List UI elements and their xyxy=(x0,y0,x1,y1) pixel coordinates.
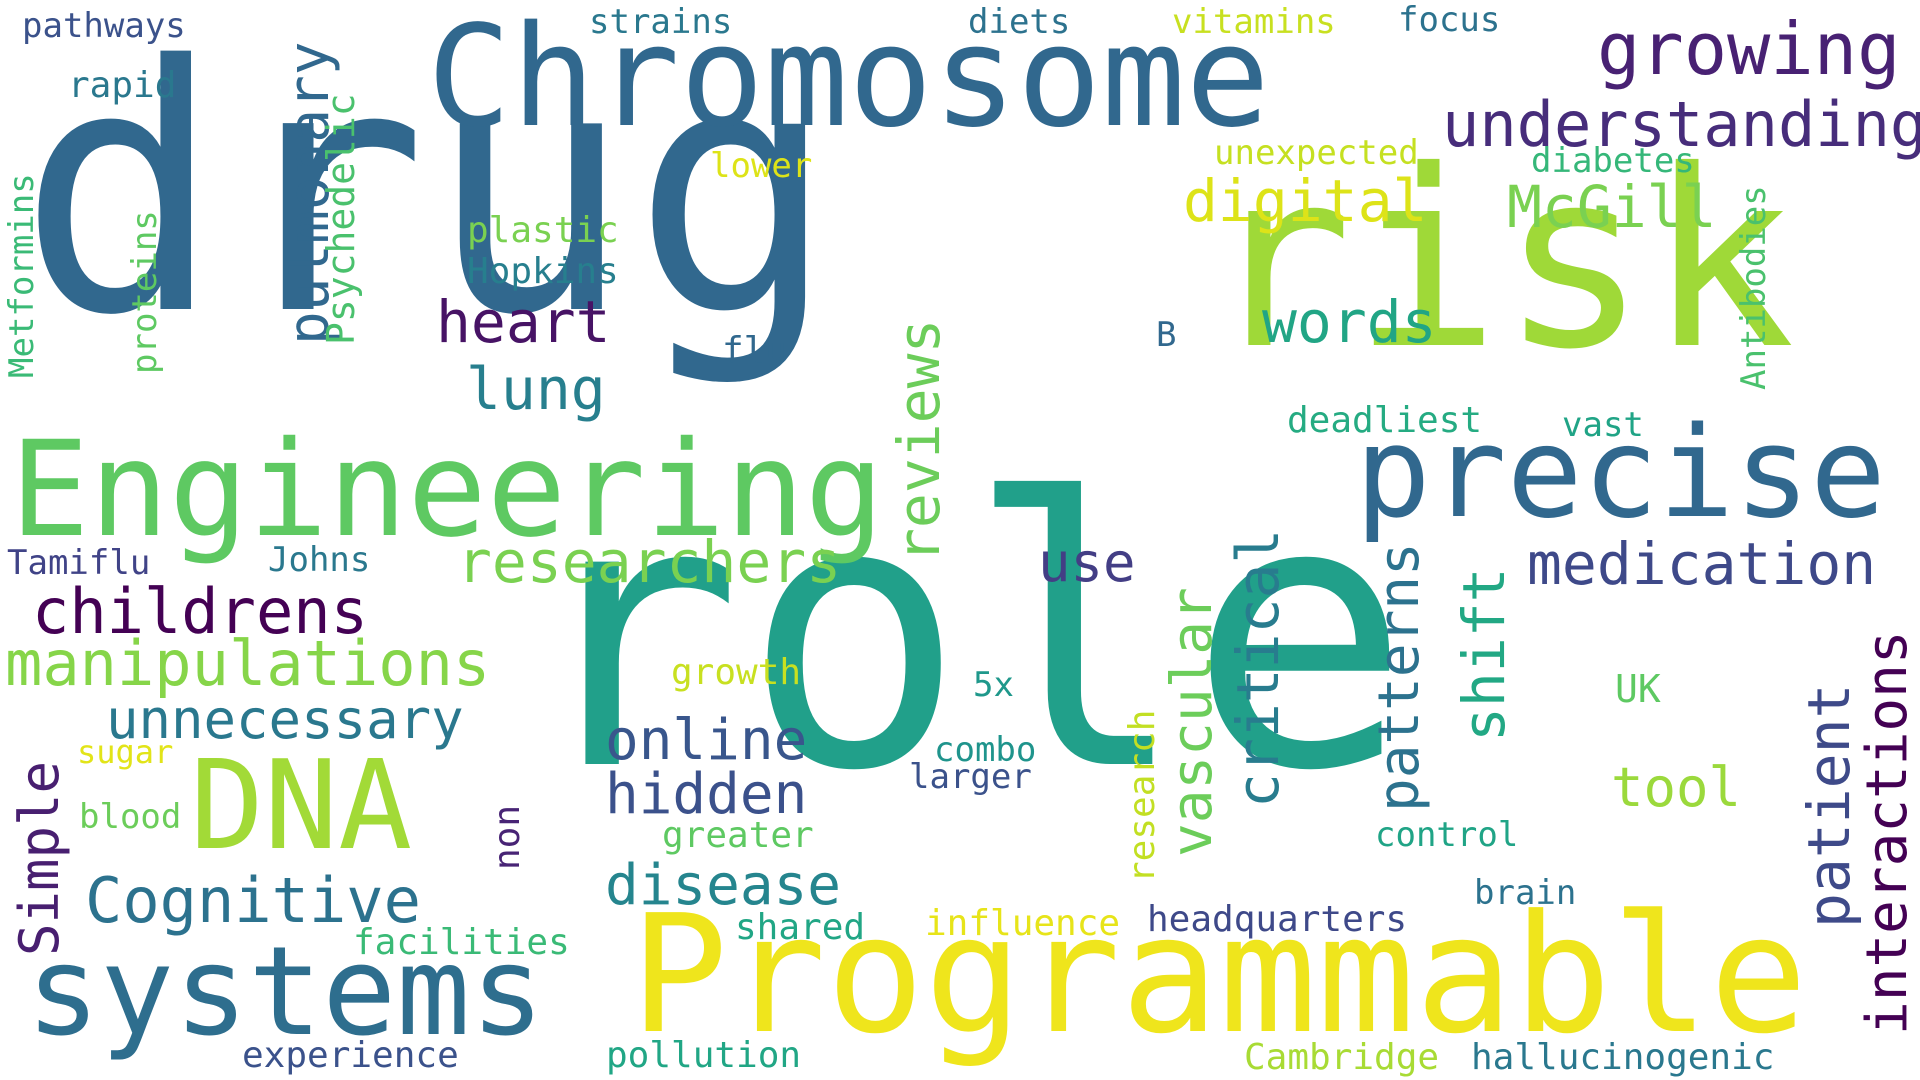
word-b: B xyxy=(1156,315,1177,355)
word-tamiflu: Tamiflu xyxy=(7,543,151,583)
word-digital: digital xyxy=(1183,167,1428,235)
word-diabetes: diabetes xyxy=(1531,141,1695,181)
word-medication: medication xyxy=(1527,530,1877,598)
word-blood: blood xyxy=(79,797,182,837)
word-deadliest: deadliest xyxy=(1287,400,1483,441)
word-critical: critical xyxy=(1224,528,1292,808)
word-facilities: facilities xyxy=(353,922,570,963)
word-interactions: interactions xyxy=(1855,630,1920,1035)
word-diets: diets xyxy=(968,2,1071,42)
word-risk: risk xyxy=(1205,118,1796,403)
word-programmable: Programmable xyxy=(630,881,1808,1070)
word-systems: systems xyxy=(26,921,545,1064)
word-patient: patient xyxy=(1795,683,1863,928)
word-understanding: understanding xyxy=(1442,88,1920,161)
word-hopkins: Hopkins xyxy=(467,251,619,292)
word-vitamins: vitamins xyxy=(1172,2,1336,42)
word-vascular: vascular xyxy=(1160,587,1225,857)
word-childrens: childrens xyxy=(32,575,368,648)
word-rapid: rapid xyxy=(68,65,177,106)
word-5x: 5x xyxy=(973,665,1014,705)
word-words: words xyxy=(1262,288,1437,356)
word-mcgill: McGill xyxy=(1507,173,1717,241)
word-heart: heart xyxy=(436,288,611,356)
word-experience: experience xyxy=(242,1035,459,1076)
word-engineering: Engineering xyxy=(10,413,885,567)
word-antibodies: Antibodies xyxy=(1734,185,1774,390)
word-unnecessary: unnecessary xyxy=(106,688,464,751)
word-shift: shift xyxy=(1450,567,1518,742)
word-tool: tool xyxy=(1611,756,1742,819)
word-metformins: Metformins xyxy=(2,173,42,378)
word-shared: shared xyxy=(735,907,866,948)
word-hallucinogenic: hallucinogenic xyxy=(1471,1037,1775,1078)
word-cognitive: Cognitive xyxy=(85,864,421,937)
word-sugar: sugar xyxy=(77,733,174,771)
word-growth: growth xyxy=(671,652,802,693)
word-reviews: reviews xyxy=(885,318,953,563)
word-growing: growing xyxy=(1597,7,1901,91)
word-combo: combo xyxy=(934,730,1037,770)
word-flu: flu xyxy=(722,330,788,371)
word-proteins: proteins xyxy=(125,210,165,374)
word-dna: DNA xyxy=(190,735,413,878)
word-vast: vast xyxy=(1562,405,1644,445)
word-researchers: researchers xyxy=(457,528,842,596)
word-psychedelic: Psychedelic xyxy=(319,93,363,345)
word-research: research xyxy=(1122,709,1163,883)
word-control: control xyxy=(1375,815,1519,855)
word-influence: influence xyxy=(925,903,1121,944)
word-patterns: patterns xyxy=(1367,542,1432,812)
word-chromosome: Chromosome xyxy=(427,0,1270,159)
word-focus: focus xyxy=(1398,0,1501,40)
word-strains: strains xyxy=(589,2,733,42)
word-disease: disease xyxy=(605,853,842,918)
word-pathways: pathways xyxy=(22,6,186,46)
word-precise: precise xyxy=(1355,399,1887,546)
word-simple: Simple xyxy=(8,760,71,956)
word-use: use xyxy=(1038,531,1136,594)
word-role: role xyxy=(520,422,1412,852)
word-hidden: hidden xyxy=(605,762,808,827)
word-larger: larger xyxy=(909,757,1032,797)
word-online: online xyxy=(605,708,808,773)
word-drug: drug xyxy=(18,0,837,390)
word-lower: lower xyxy=(710,146,813,186)
word-pollution: pollution xyxy=(606,1035,802,1076)
word-non: non xyxy=(487,804,528,870)
word-cambridge: Cambridge xyxy=(1244,1037,1440,1078)
word-brain: brain xyxy=(1474,873,1577,913)
word-manipulations: manipulations xyxy=(5,627,491,700)
word-johns: Johns xyxy=(268,540,371,580)
word-headquarters: headquarters xyxy=(1147,899,1408,940)
word-greater: greater xyxy=(662,815,814,856)
word-plastic: plastic xyxy=(467,210,619,251)
word-lung: lung xyxy=(466,355,606,423)
word-unexpected: unexpected xyxy=(1214,133,1419,173)
word-uk: UK xyxy=(1615,667,1661,711)
